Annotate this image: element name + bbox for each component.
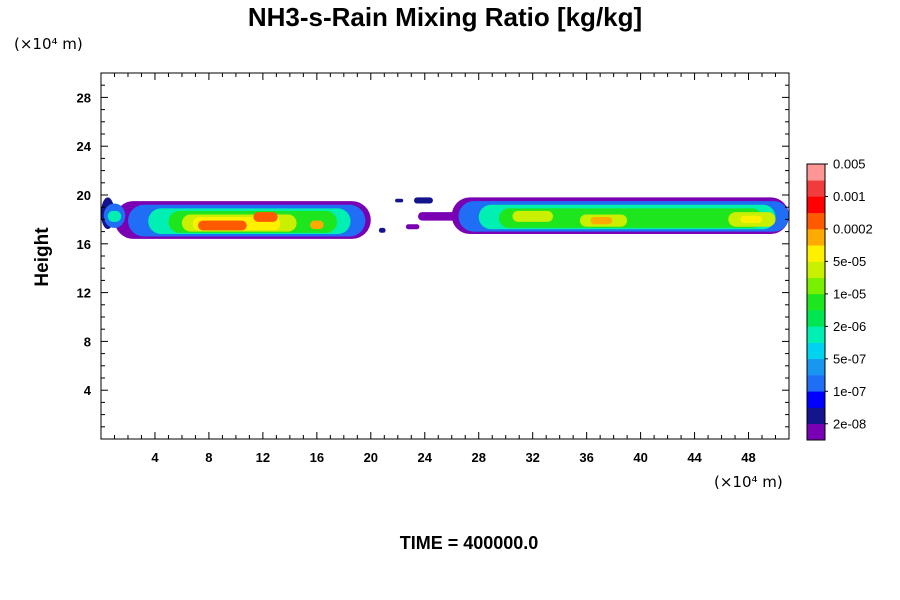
colorbar-label: 5e-07: [833, 351, 866, 366]
x-tick-label: 44: [687, 450, 702, 465]
x-tick-label: 28: [471, 450, 485, 465]
colorbar-swatch: [807, 245, 825, 262]
colorbar: 2e-08 1e-07 5e-07 2e-06 1e-05 5e-05 0.0002 0.00…: [806, 157, 873, 441]
colorbar-swatch: [807, 164, 825, 181]
y-tick-label: 24: [77, 139, 92, 154]
colorbar-swatch: [807, 358, 825, 376]
colorbar-swatch: [807, 407, 825, 425]
colorbar-swatch: [807, 277, 825, 295]
field-region-15: [405, 224, 420, 230]
colorbar-swatch: [807, 261, 825, 278]
y-tick-label: 28: [77, 90, 91, 105]
x-tick-label: 20: [364, 450, 378, 465]
colorbar-swatch: [807, 375, 825, 392]
colorbar-label: 2e-08: [833, 416, 866, 431]
colorbar-swatch: [807, 212, 825, 230]
colorbar-swatch: [807, 391, 825, 408]
y-unit-label: (×10⁴ m): [14, 35, 83, 53]
x-tick-label: 8: [205, 450, 212, 465]
chart-title: NH3-s-Rain Mixing Ratio [kg/kg]: [248, 2, 642, 32]
colorbar-swatch: [807, 326, 825, 343]
field-region-12: [378, 227, 386, 233]
colorbar-label: 0.001: [833, 189, 866, 204]
colorbar-swatch: [807, 180, 825, 197]
colorbar-swatch: [807, 228, 825, 246]
x-tick-label: 12: [256, 450, 270, 465]
x-tick-label: 40: [633, 450, 647, 465]
plot-frame: [100, 72, 790, 440]
x-tick-label: 32: [525, 450, 539, 465]
field-region-16: [418, 212, 459, 221]
x-unit-label: (×10⁴ m): [714, 473, 783, 491]
time-label: TIME = 400000.0: [400, 533, 539, 553]
x-tick-label: 4: [151, 450, 159, 465]
y-tick-label: 4: [84, 383, 92, 398]
field-region-20: [499, 208, 763, 228]
colorbar-swatch: [807, 423, 825, 441]
x-tick-label: 48: [741, 450, 755, 465]
y-tick-label: 16: [77, 237, 91, 252]
x-tick-label: 16: [310, 450, 324, 465]
x-tick-label: 36: [579, 450, 593, 465]
colorbar-swatch: [807, 293, 825, 311]
colorbar-label: 5e-05: [833, 254, 866, 269]
field-region-10: [253, 212, 278, 222]
colorbar-label: 2e-06: [833, 319, 866, 334]
y-tick-label: 20: [77, 188, 91, 203]
field-region-3: [107, 210, 122, 222]
y-tick-label: 8: [84, 334, 91, 349]
colorbar-label: 1e-07: [833, 384, 866, 399]
field-region-14: [414, 197, 433, 204]
x-tick-label: 24: [418, 450, 433, 465]
colorbar-swatch: [807, 196, 825, 214]
y-tick-label: 12: [77, 286, 91, 301]
colorbar-swatch: [807, 310, 825, 327]
field-region-9: [198, 220, 247, 231]
mixing-ratio-field: [101, 197, 789, 239]
field-region-23: [590, 217, 613, 225]
colorbar-label: 0.0002: [833, 221, 873, 236]
field-region-13: [395, 198, 404, 203]
colorbar-label: 0.005: [833, 157, 866, 172]
colorbar-swatch: [807, 342, 825, 360]
field-region-25: [740, 215, 762, 223]
field-region-21: [512, 210, 553, 222]
colorbar-frame: [806, 163, 826, 441]
colorbar-label: 1e-05: [833, 286, 866, 301]
y-axis-label: Height: [32, 227, 53, 287]
field-region-11: [310, 220, 324, 230]
